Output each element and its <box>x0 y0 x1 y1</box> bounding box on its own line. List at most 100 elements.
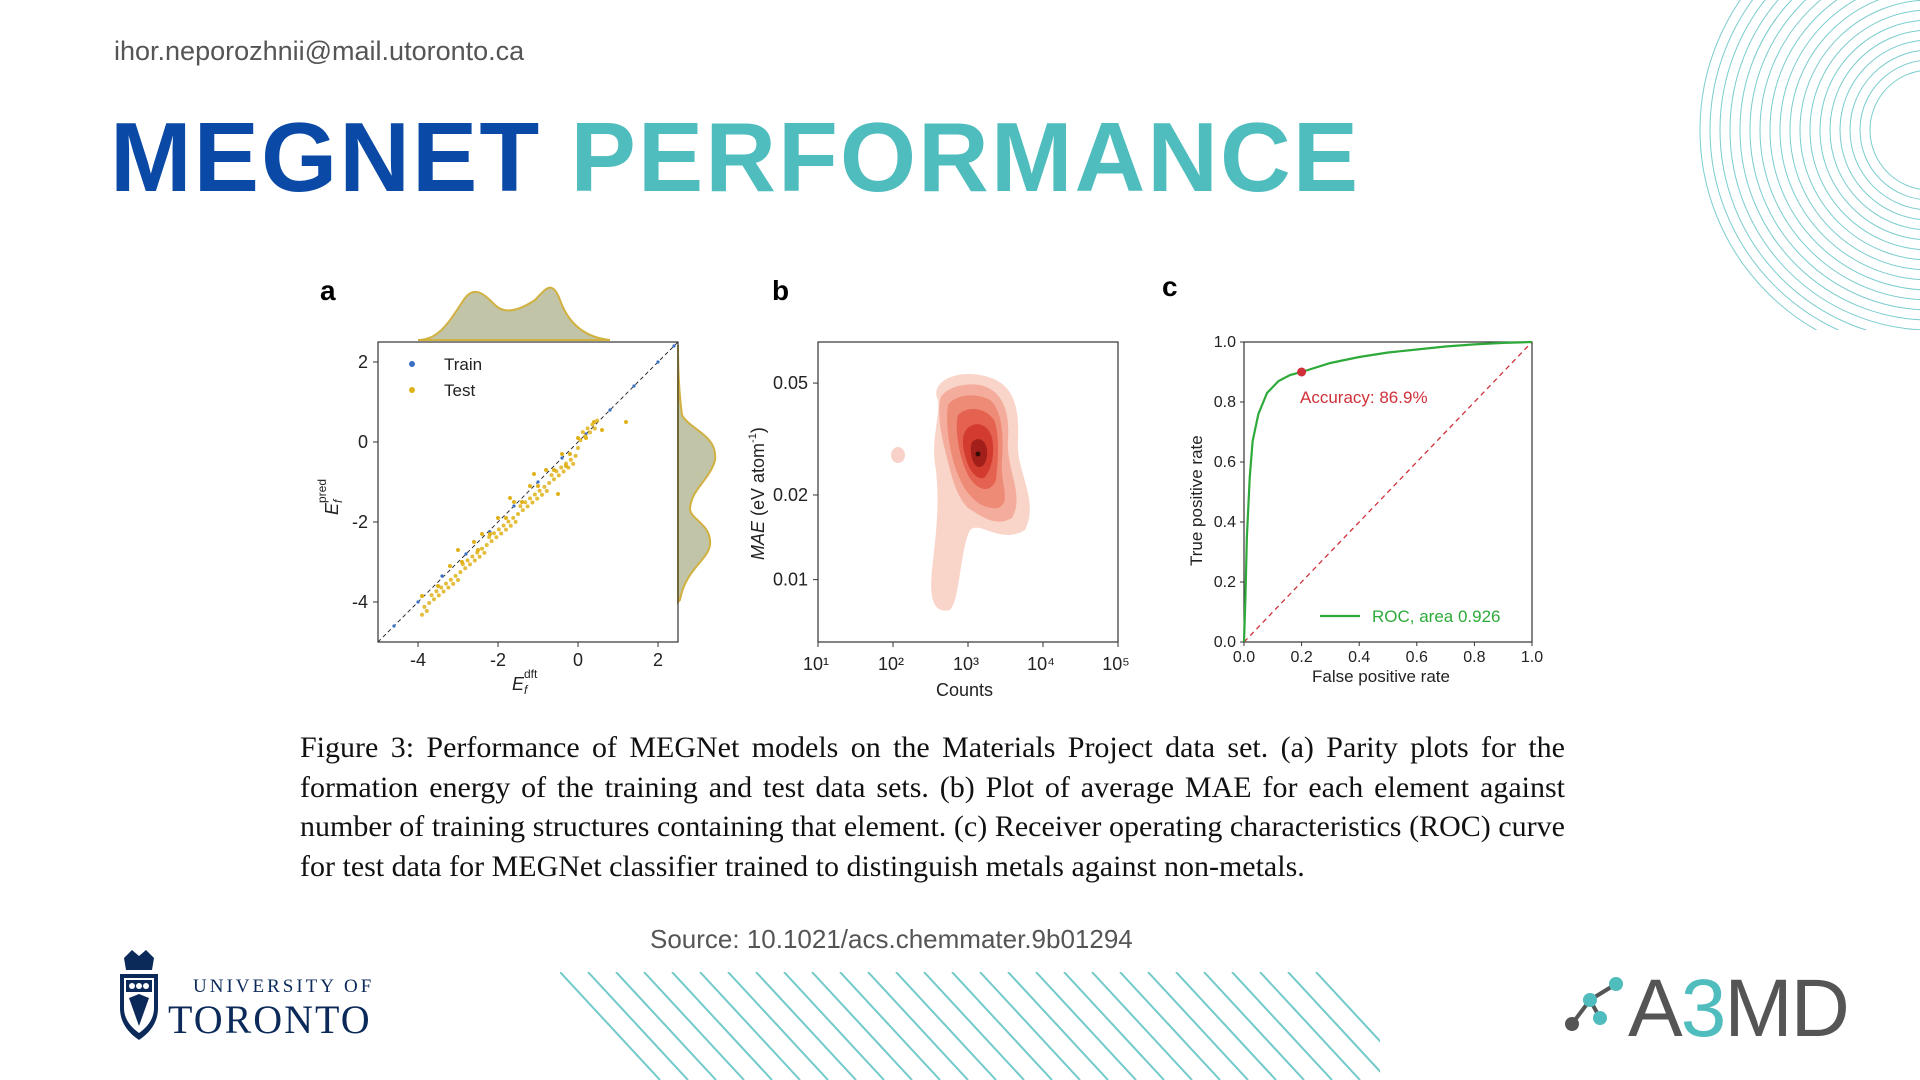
test-point <box>566 465 571 470</box>
decorative-circle <box>1829 30 1920 230</box>
decorative-circle <box>1849 50 1920 210</box>
decorative-circle <box>1799 0 1920 261</box>
legend-train-label: Train <box>444 355 482 374</box>
test-point <box>583 434 588 439</box>
x-tick-label-a: -2 <box>490 650 506 670</box>
university-line-1: UNIVERSITY OF <box>193 976 375 997</box>
test-point <box>544 468 548 472</box>
test-point <box>573 453 578 458</box>
x-tick-label-b: 10³ <box>953 654 979 674</box>
test-point <box>544 488 549 493</box>
test-point <box>432 597 436 602</box>
decorative-stripe <box>1259 972 1361 1080</box>
accuracy-annotation: Accuracy: 86.9% <box>1300 388 1428 407</box>
x-tick-label-c: 1.0 <box>1521 649 1543 666</box>
test-point <box>460 562 465 567</box>
svg-text:E: E <box>322 502 342 515</box>
decorative-circle <box>1729 0 1920 330</box>
test-point <box>624 420 628 424</box>
test-point <box>494 535 499 540</box>
decorative-stripe <box>1007 972 1109 1080</box>
test-point <box>588 430 592 435</box>
test-point <box>508 523 513 528</box>
decorative-stripes <box>560 972 1380 1080</box>
test-point <box>487 535 492 540</box>
svg-text:E: E <box>512 674 525 694</box>
decorative-stripe <box>1119 972 1221 1080</box>
test-point <box>508 496 512 500</box>
test-point <box>585 426 590 431</box>
marginal-top-distribution <box>417 286 611 341</box>
test-point <box>564 461 568 466</box>
x-tick-label-a: -4 <box>410 650 426 670</box>
figure-caption: Figure 3: Performance of MEGNet models o… <box>300 731 1565 883</box>
decorative-stripe <box>1287 972 1380 1073</box>
test-point <box>568 457 573 462</box>
figure-3: a b c -4 -2 0 2 2 0 -2 -4 Train Test E f dft E … <box>315 271 1543 700</box>
y-tick-label-c: 0.6 <box>1214 454 1236 471</box>
test-point <box>547 481 552 486</box>
train-point <box>656 360 660 364</box>
y-tick-label-b: 0.01 <box>773 570 808 590</box>
decorative-stripe <box>699 972 801 1080</box>
x-axis-label-a: E f dft <box>512 667 538 697</box>
decorative-circle <box>1749 0 1920 311</box>
decorative-stripe <box>560 972 661 1080</box>
marginal-right-distribution <box>677 344 717 605</box>
test-point <box>441 589 446 594</box>
decorative-stripe <box>1063 972 1165 1080</box>
test-point <box>516 512 520 516</box>
a3md-wordmark: A3MD <box>1628 962 1850 1056</box>
test-point <box>559 465 564 470</box>
test-point <box>480 546 484 551</box>
x-tick-label-c: 0.8 <box>1463 649 1485 666</box>
test-point <box>465 558 470 563</box>
test-point <box>595 418 600 423</box>
test-point <box>511 515 516 520</box>
test-point <box>427 601 432 606</box>
svg-text:f: f <box>331 498 345 503</box>
decorative-stripe <box>895 972 997 1080</box>
test-point <box>463 566 468 571</box>
y-tick-label-a: 0 <box>358 432 368 452</box>
decorative-stripe <box>1175 972 1277 1080</box>
decorative-circle <box>1809 9 1920 251</box>
panel-c-label: c <box>1162 271 1178 302</box>
panel-b-label: b <box>772 275 789 306</box>
roc-plot-frame <box>1243 341 1533 643</box>
train-point <box>392 624 396 628</box>
test-point <box>528 496 532 501</box>
train-point <box>560 456 564 460</box>
decorative-circle <box>1699 0 1818 330</box>
test-point <box>513 519 518 524</box>
test-point <box>448 577 453 582</box>
parity-plot: -4 -2 0 2 2 0 -2 -4 Train Test E f dft E f pred <box>315 341 679 697</box>
test-point <box>549 473 554 478</box>
decorative-stripe <box>1231 972 1333 1080</box>
test-point <box>448 564 452 568</box>
source-citation: Source: 10.1021/acs.chemmater.9b01294 <box>650 924 1133 954</box>
test-point <box>475 550 480 555</box>
x-tick-label-c: 0.4 <box>1348 649 1370 666</box>
test-point <box>420 612 424 617</box>
test-point <box>499 531 504 536</box>
y-tick-label-a: 2 <box>358 352 368 372</box>
y-tick-label-c: 0.8 <box>1214 394 1236 411</box>
legend-train-marker <box>409 361 415 367</box>
accuracy-marker <box>1297 367 1307 377</box>
decorative-stripe <box>643 972 745 1080</box>
test-point <box>592 426 597 431</box>
test-point <box>492 531 496 536</box>
y-tick-label-c: 0.0 <box>1214 634 1236 651</box>
slide-title: MEGNET PERFORMANCE <box>110 108 1360 206</box>
test-point <box>477 554 482 559</box>
y-axis-label-c: True positive rate <box>1187 435 1206 566</box>
test-point <box>496 527 501 532</box>
y-axis-label-b: MAE (eV atom-1) <box>747 427 768 560</box>
decorative-stripe <box>671 972 773 1080</box>
test-point <box>600 428 604 432</box>
decorative-circle <box>1779 0 1920 281</box>
test-point <box>456 548 460 552</box>
test-point <box>528 484 532 488</box>
decorative-stripe <box>1203 972 1305 1080</box>
